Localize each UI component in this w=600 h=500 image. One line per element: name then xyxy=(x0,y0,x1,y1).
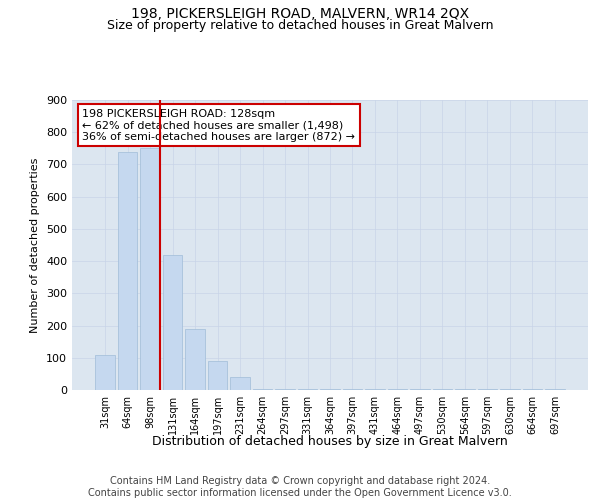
Text: Contains HM Land Registry data © Crown copyright and database right 2024.
Contai: Contains HM Land Registry data © Crown c… xyxy=(88,476,512,498)
Text: Size of property relative to detached houses in Great Malvern: Size of property relative to detached ho… xyxy=(107,18,493,32)
Text: Distribution of detached houses by size in Great Malvern: Distribution of detached houses by size … xyxy=(152,435,508,448)
Text: 198, PICKERSLEIGH ROAD, MALVERN, WR14 2QX: 198, PICKERSLEIGH ROAD, MALVERN, WR14 2Q… xyxy=(131,8,469,22)
Bar xyxy=(230,377,250,390)
Bar xyxy=(163,254,182,390)
Bar xyxy=(118,152,137,390)
Bar xyxy=(208,361,227,390)
Bar xyxy=(140,148,160,390)
Bar xyxy=(95,354,115,390)
Text: 198 PICKERSLEIGH ROAD: 128sqm
← 62% of detached houses are smaller (1,498)
36% o: 198 PICKERSLEIGH ROAD: 128sqm ← 62% of d… xyxy=(82,108,355,142)
Y-axis label: Number of detached properties: Number of detached properties xyxy=(31,158,40,332)
Bar xyxy=(185,329,205,390)
